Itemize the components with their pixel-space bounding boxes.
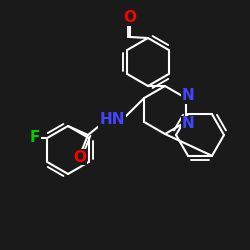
Text: F: F bbox=[30, 130, 40, 146]
Text: HN: HN bbox=[99, 112, 125, 128]
Text: O: O bbox=[74, 150, 86, 164]
Text: O: O bbox=[124, 10, 136, 26]
Text: N: N bbox=[182, 116, 194, 132]
Text: N: N bbox=[182, 88, 194, 104]
